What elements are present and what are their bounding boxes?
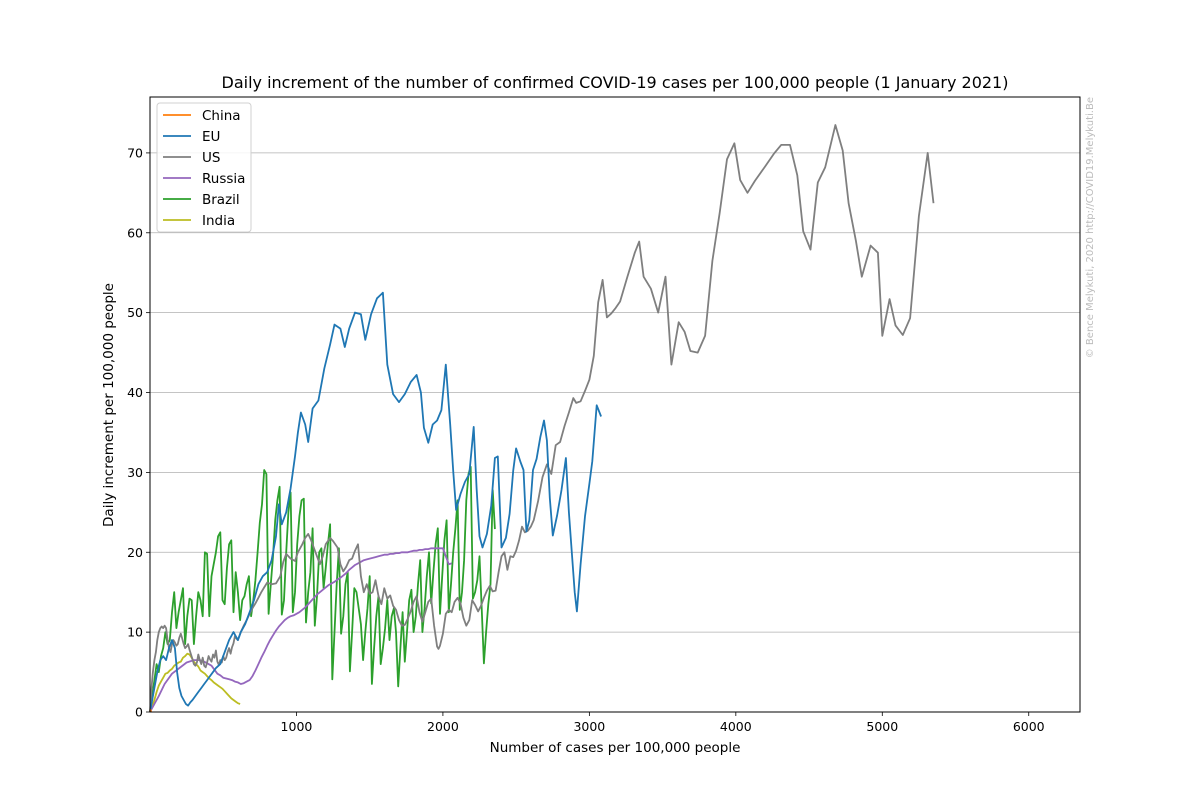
series-line-india bbox=[149, 652, 241, 713]
y-tick-label: 0 bbox=[135, 705, 143, 720]
x-axis: 1000 2000 3000 4000 5000 6000 bbox=[281, 712, 1045, 734]
series-line-brazil bbox=[149, 465, 496, 713]
y-tick-label: 70 bbox=[127, 145, 143, 160]
chart-title: Daily increment of the number of confirm… bbox=[222, 73, 1009, 92]
legend-label-india: India bbox=[202, 213, 235, 229]
y-axis-title: Daily increment per 100,000 people bbox=[101, 283, 117, 527]
y-tick-label: 50 bbox=[127, 305, 143, 320]
series-line-us bbox=[149, 124, 935, 713]
series-line-russia bbox=[149, 547, 452, 713]
y-tick-label: 20 bbox=[127, 545, 143, 560]
y-tick-label: 60 bbox=[127, 225, 143, 240]
watermark: © Bence Melykuti, 2020 http://COVID19.Me… bbox=[1085, 97, 1096, 358]
y-gridlines bbox=[150, 152, 1080, 633]
x-tick-label: 3000 bbox=[573, 719, 605, 734]
y-tick-label: 40 bbox=[127, 385, 143, 400]
legend-label-brazil: Brazil bbox=[202, 192, 240, 208]
x-tick-label: 1000 bbox=[281, 719, 313, 734]
legend-label-russia: Russia bbox=[202, 171, 245, 187]
plot-frame bbox=[149, 96, 1081, 713]
series-line-eu bbox=[149, 291, 602, 713]
legend-label-china: China bbox=[202, 108, 241, 124]
series-layer bbox=[149, 124, 935, 713]
y-axis: 0 10 20 30 40 50 60 70 bbox=[127, 145, 150, 720]
legend-label-us: US bbox=[202, 150, 220, 166]
legend-label-eu: EU bbox=[202, 129, 220, 145]
x-tick-label: 4000 bbox=[720, 719, 752, 734]
y-tick-label: 10 bbox=[127, 625, 143, 640]
x-tick-label: 5000 bbox=[866, 719, 898, 734]
x-tick-label: 2000 bbox=[427, 719, 459, 734]
legend: China EU US Russia Brazil India bbox=[156, 102, 252, 233]
x-tick-label: 6000 bbox=[1013, 719, 1045, 734]
y-tick-label: 30 bbox=[127, 465, 143, 480]
x-axis-title: Number of cases per 100,000 people bbox=[490, 740, 741, 756]
